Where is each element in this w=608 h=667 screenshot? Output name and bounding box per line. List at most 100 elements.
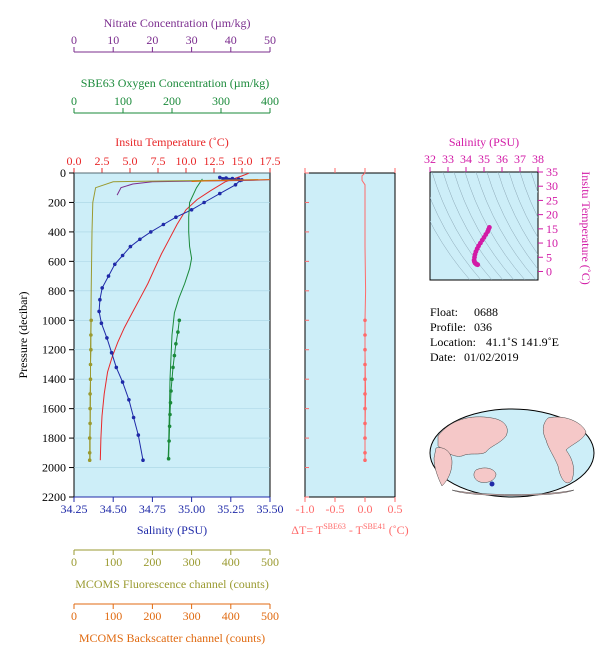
nitrate-tick-label: 10 [107,33,119,47]
salinity-tick-label: 35.50 [257,502,284,516]
salinity-point [202,200,206,205]
profile-value: 036 [474,320,492,334]
salinity-point [99,321,104,326]
nitrate-tick-label: 20 [146,33,158,47]
temperature-tick-label: 0.0 [67,154,82,168]
oxygen-tick-label: 400 [261,94,279,108]
location-label: Location: [430,335,476,349]
salinity-point [127,398,131,402]
pressure-tick-label: 1200 [42,343,66,357]
temperature-tick-label: 17.5 [260,154,281,168]
oxygen_dots-point [176,330,180,334]
delta_t_dots-point [363,458,367,463]
backscatter-tick-label: 100 [104,609,122,623]
oxygen_dots-point [174,342,178,346]
ts-xtick-label: 38 [532,152,544,166]
salinity-point [120,380,125,384]
fluorescence-tick-label: 0 [71,555,77,569]
temperature-tick-label: 12.5 [204,154,225,168]
date-label: Date: [430,350,456,364]
delta-t-tick-label: -0.5 [326,502,345,516]
salinity-tick-label: 34.75 [139,502,166,516]
fluorescence_dots-point [88,362,93,367]
salinity-point [218,191,222,196]
backscatter-tick-label: 0 [71,609,77,623]
salinity-point [174,215,178,219]
pressure-tick-label: 800 [48,284,66,298]
ts-point [475,262,481,268]
delta-t-label-sup1: SBE63 [323,522,346,531]
fluorescence_dots-point [88,377,93,382]
fluorescence_dots-point [88,392,92,396]
temperature-tick-label: 7.5 [151,154,166,168]
ts-density-contours [430,172,538,280]
ts-xtick-label: 33 [442,152,454,166]
temperature-line [99,173,249,461]
profile-label: Profile: [430,320,466,334]
delta-t-tick-label: -1.0 [296,502,315,516]
nitrate-tick-label: 40 [225,33,237,47]
pressure-tick-label: 1000 [42,313,66,327]
fluorescence_dots-point [89,333,93,337]
delta-t-tick-label: 0.0 [358,502,373,516]
salinity-point [189,208,194,212]
pressure-tick-label: 2200 [42,490,66,504]
fluorescence-tick-label: 400 [222,555,240,569]
ts-contour [508,172,538,239]
salinity-point [100,286,104,290]
float-value: 0688 [474,305,498,319]
world-map-land-antarctica [451,489,575,496]
temperature-tick-label: 2.5 [95,154,110,168]
oxygen-tick-label: 0 [71,94,77,108]
ts-contour [486,172,538,270]
backscatter-axis-label: MCOMS Backscatter channel (counts) [79,631,265,645]
salinity_surface-point [218,175,222,180]
fluorescence_dots-point [88,406,92,411]
ts-contour [453,172,515,280]
fluorescence-tick-label: 200 [143,555,161,569]
pressure-tick-label: 200 [48,195,66,209]
main-plot-series [87,173,270,463]
backscatter-tick-label: 400 [222,609,240,623]
ts-xtick-label: 35 [478,152,490,166]
oxygen-tick-label: 200 [163,94,181,108]
oxygen_dots-point [170,377,174,382]
delta_t_dots-point [363,421,367,426]
oxygen-axis: SBE63 Oxygen Concentration (µm/kg) 0 100 2… [71,76,279,114]
world-map-land-asia [437,416,508,457]
delta_t_dots-point [363,436,367,440]
ts-ytick-label: 20 [546,208,558,222]
oxygen-line [167,178,203,461]
fluorescence_dots-point [87,451,92,455]
oxygen_dots-point [168,412,172,417]
fluorescence_dots-point [89,347,93,352]
delta_t_dots-point [363,406,367,411]
delta_t_dots-point [363,392,367,396]
delta-t-label-sup2: SBE41 [363,522,386,531]
fluorescence-tick-label: 500 [261,555,279,569]
salinity-point [136,433,141,437]
oxygen_dots-point [168,400,173,405]
pressure-tick-label: 400 [48,225,66,239]
ts-ytick-label: 10 [546,236,558,250]
oxygen_dots-point [177,318,182,323]
oxygen-tick-label: 300 [212,94,230,108]
fluorescence_dots-point [88,421,92,426]
svg-text:Location:41.1˚S 141.9˚E: Location: 41.1˚S 141.9˚E [430,335,559,349]
fluorescence-tick-label: 100 [104,555,122,569]
delta_t_dots-point [363,347,367,352]
ts-plot-area [429,171,539,281]
temperature-tick-label: 15.0 [232,154,253,168]
oxygen_dots-point [166,456,171,461]
ts-ytick-label: 35 [546,165,558,179]
ts-contour [530,172,538,194]
delta-t-axis-label: ΔT= TSBE63 - TSBE41 (˚C) [291,522,408,537]
salinity-point [105,336,109,340]
oxygen_dots-point [167,424,172,429]
salinity_surface-point [230,176,235,181]
backscatter-tick-label: 500 [261,609,279,623]
delta_t_dots-point [363,318,367,323]
backscatter-axis: MCOMS Backscatter channel (counts) 0 100 2… [71,603,279,645]
float-label: Float: [430,305,458,319]
